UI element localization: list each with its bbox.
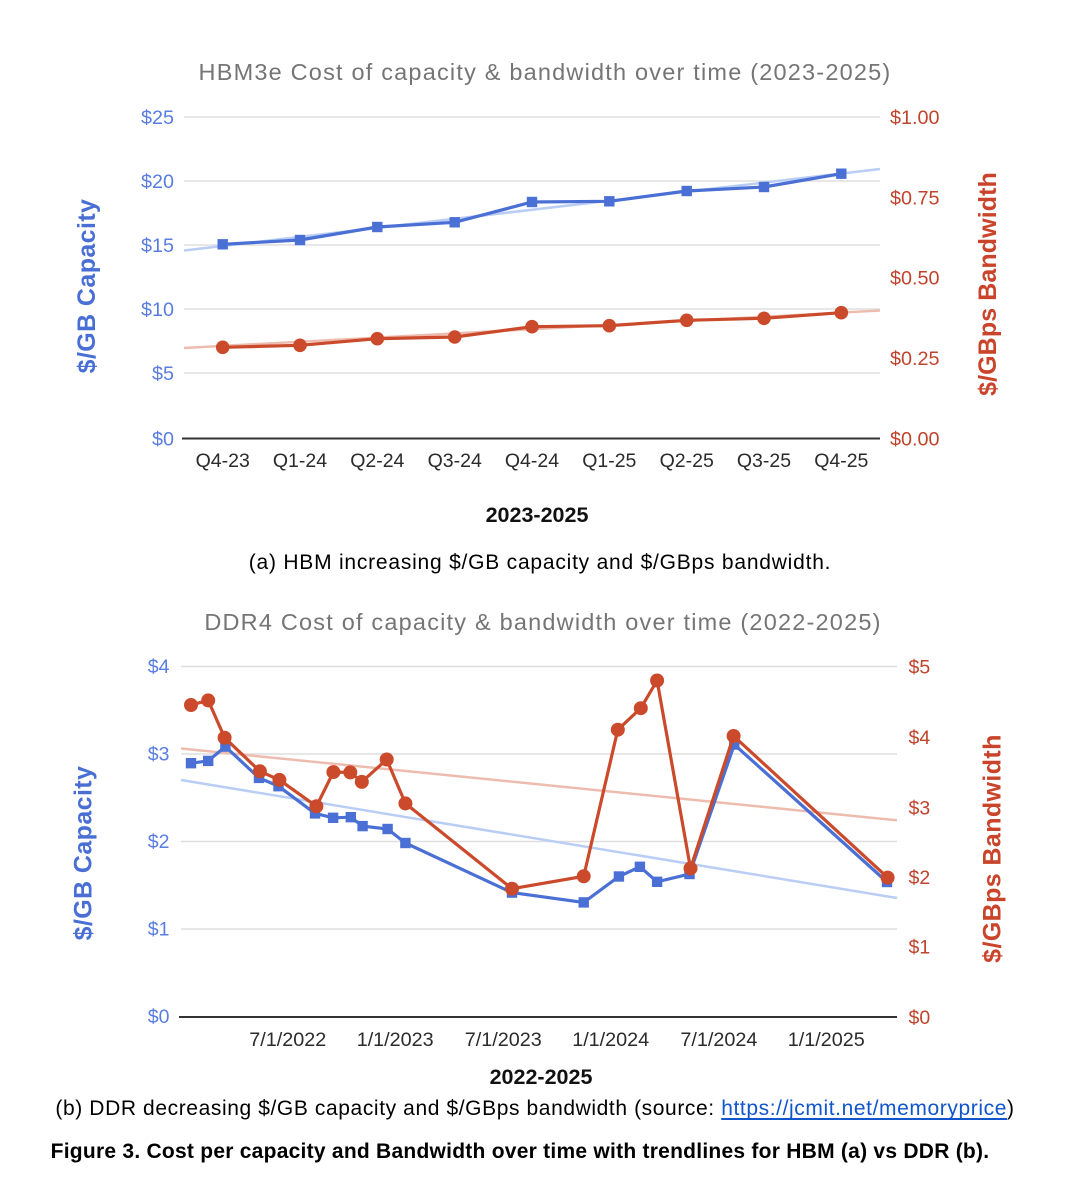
svg-text:$0: $0 xyxy=(148,1006,170,1028)
svg-text:$5: $5 xyxy=(909,657,931,679)
svg-text:7/1/2023: 7/1/2023 xyxy=(465,1029,542,1051)
svg-text:7/1/2022: 7/1/2022 xyxy=(249,1029,326,1051)
svg-text:$2: $2 xyxy=(909,867,931,889)
svg-text:Q4-24: Q4-24 xyxy=(505,450,559,472)
svg-text:1/1/2024: 1/1/2024 xyxy=(572,1029,649,1051)
svg-text:$3: $3 xyxy=(909,798,931,820)
svg-text:$5: $5 xyxy=(152,363,174,385)
svg-text:$1: $1 xyxy=(148,919,170,941)
svg-text:$25: $25 xyxy=(141,107,174,129)
svg-text:$3: $3 xyxy=(148,744,170,766)
svg-text:$1: $1 xyxy=(909,936,931,958)
svg-text:Q4-25: Q4-25 xyxy=(814,450,868,472)
svg-text:$0: $0 xyxy=(909,1007,931,1029)
svg-text:Q1-24: Q1-24 xyxy=(273,450,327,472)
svg-text:$0.25: $0.25 xyxy=(890,348,940,370)
svg-text:$4: $4 xyxy=(909,727,931,749)
svg-text:$/GBps Bandwidth: $/GBps Bandwidth xyxy=(974,172,1002,396)
svg-text:$20: $20 xyxy=(141,171,174,193)
svg-text:$0.00: $0.00 xyxy=(890,429,940,451)
svg-text:$0.50: $0.50 xyxy=(890,268,940,290)
svg-text:7/1/2024: 7/1/2024 xyxy=(680,1029,757,1051)
svg-text:$15: $15 xyxy=(141,235,174,257)
svg-text:Q2-24: Q2-24 xyxy=(350,450,404,472)
svg-text:Q1-25: Q1-25 xyxy=(582,450,636,472)
svg-text:$0.75: $0.75 xyxy=(890,187,940,209)
svg-text:$/GBps Bandwidth: $/GBps Bandwidth xyxy=(979,734,1007,963)
svg-text:1/1/2025: 1/1/2025 xyxy=(788,1029,865,1051)
svg-text:$/GB Capacity: $/GB Capacity xyxy=(70,766,98,941)
svg-text:$/GB Capacity: $/GB Capacity xyxy=(73,199,101,374)
svg-text:Q3-24: Q3-24 xyxy=(428,450,482,472)
svg-text:Q3-25: Q3-25 xyxy=(737,450,791,472)
svg-text:Q2-25: Q2-25 xyxy=(660,450,714,472)
svg-text:$0: $0 xyxy=(152,429,174,451)
svg-text:$4: $4 xyxy=(148,656,170,678)
svg-text:$2: $2 xyxy=(148,831,170,853)
svg-text:1/1/2023: 1/1/2023 xyxy=(357,1029,434,1051)
svg-text:Q4-23: Q4-23 xyxy=(196,450,250,472)
svg-text:$10: $10 xyxy=(141,299,174,321)
svg-text:$1.00: $1.00 xyxy=(890,107,940,129)
